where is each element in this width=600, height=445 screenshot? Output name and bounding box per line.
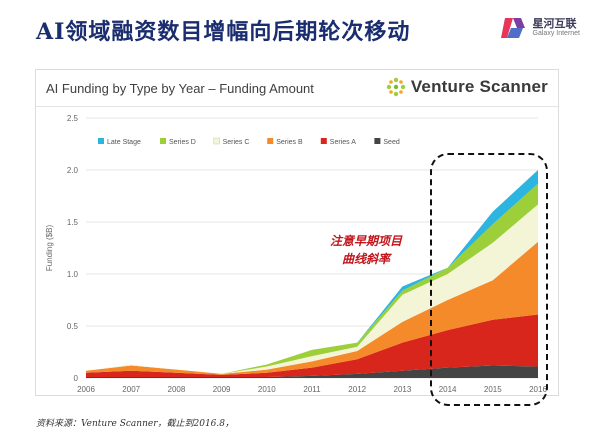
annotation-line-2: 曲线斜率 [342,252,391,266]
area-series-a [86,314,538,377]
y-axis-label: Funding ($B) [45,225,54,272]
x-tick-label: 2015 [484,385,502,394]
legend-label: Series D [169,139,196,146]
venture-scanner-dots-icon [386,77,406,97]
area-seed [86,365,538,378]
legend-swatch [213,137,220,145]
brand-name-en: Galaxy Internet [532,30,580,38]
x-tick-label: 2006 [77,385,95,394]
x-tick-label: 2013 [394,385,412,394]
y-tick-label: 1.0 [67,270,79,279]
legend-label: Series C [223,139,250,146]
highlight-box [430,153,548,406]
legend-swatch [267,138,274,144]
funding-area-chart: 0 0.5 1.0 1.5 2.0 2.5 Funding ($B) 2006 2007 2008… [45,114,547,394]
legend-label: Series B [276,139,303,146]
y-tick-label: 2.5 [67,114,79,123]
area-series-c [86,204,538,374]
legend-swatch [160,138,166,144]
legend-swatch [374,138,381,144]
annotation: 注意早期项目 曲线斜率 [330,232,402,268]
venture-scanner-logo: Venture Scanner [386,77,548,97]
source-note: 资料来源：Venture Scanner，截止到2016.8， [36,419,234,429]
y-tick-label: 2.0 [67,166,79,175]
chart-card: AI Funding by Type by Year – Funding Amo… [36,70,558,395]
area-series-b [86,241,538,375]
brand: 星河互联 Galaxy Internet [499,14,580,42]
x-tick-label: 2010 [258,385,276,394]
x-tick-label: 2011 [303,385,321,394]
x-tick-label: 2007 [122,385,140,394]
venture-scanner-logo-text: Venture Scanner [410,77,548,96]
legend-swatch [98,138,104,144]
chart-header: AI Funding by Type by Year – Funding Amo… [36,70,558,107]
y-tick-label: 1.5 [67,218,79,227]
legend-label: Series A [330,139,356,146]
galaxy-internet-logo-icon [500,18,525,38]
legend-label: Late Stage [107,139,141,146]
y-tick-label: 0 [74,374,79,383]
x-tick-label: 2009 [213,385,231,394]
slide-title: AI领域融资数目增幅向后期轮次移动 [36,19,411,45]
x-tick-label: 2008 [168,385,186,394]
brand-name-cn: 星河互联 [532,18,577,31]
chart-title: AI Funding by Type by Year – Funding Amo… [46,81,314,96]
annotation-line-1: 注意早期项目 [330,234,403,248]
y-tick-label: 0.5 [67,322,79,331]
legend-swatch [320,138,327,144]
x-tick-label: 2012 [348,385,366,394]
legend-label: Seed [383,139,399,146]
